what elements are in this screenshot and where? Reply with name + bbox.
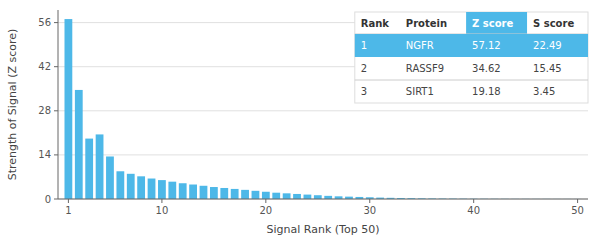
table-cell: 3.45 <box>533 86 555 97</box>
table-cell: 3 <box>361 86 367 97</box>
bar <box>241 190 249 199</box>
bar <box>283 193 291 199</box>
bar <box>210 187 218 199</box>
table: Rank Protein Z score S score 1 NGFR 57.12 22.49… <box>355 12 588 103</box>
bar <box>106 156 114 199</box>
x-tick <box>577 199 578 203</box>
table-header: Rank <box>361 18 390 29</box>
x-axis-line <box>58 199 588 200</box>
bar <box>272 193 280 199</box>
bar <box>189 185 197 199</box>
y-axis-line <box>58 10 59 199</box>
table-header-highlight <box>466 12 527 34</box>
table-cell: 22.49 <box>533 40 562 51</box>
table-header: Z score <box>472 18 513 29</box>
grid-line <box>58 154 588 155</box>
x-tick <box>265 199 266 203</box>
bar <box>137 176 145 199</box>
bar <box>220 188 228 199</box>
bar <box>85 139 93 199</box>
y-tick-label: 56 <box>38 17 51 28</box>
y-tick <box>54 199 58 200</box>
x-tick-label: 20 <box>259 205 272 216</box>
bar <box>75 90 83 199</box>
grid-line <box>58 199 588 200</box>
table-cell: RASSF9 <box>406 63 444 74</box>
x-tick-label: 30 <box>363 205 376 216</box>
bar <box>96 134 104 199</box>
bar <box>293 194 301 199</box>
table-cell: 34.62 <box>472 63 501 74</box>
chart: 0 14 28 42 56 1 10 20 30 40 50 Signal Rank (Top 50)… <box>0 0 600 241</box>
bar <box>314 195 322 199</box>
table-header: Protein <box>406 18 447 29</box>
y-tick <box>54 154 58 155</box>
bar <box>168 182 176 199</box>
bar <box>304 195 312 199</box>
x-tick-label: 10 <box>156 205 169 216</box>
table-cell: NGFR <box>406 40 434 51</box>
table-cell: SIRT1 <box>406 86 434 97</box>
y-tick-label: 42 <box>38 61 51 72</box>
table-cell: 15.45 <box>533 63 562 74</box>
bar <box>231 189 239 199</box>
table-cell: 2 <box>361 63 367 74</box>
table-row-highlight <box>355 34 588 57</box>
bar <box>200 186 208 199</box>
table-cell: 1 <box>361 40 367 51</box>
bar <box>252 191 260 199</box>
y-tick <box>54 110 58 111</box>
bar <box>116 171 124 199</box>
table-header: S score <box>533 18 574 29</box>
x-tick <box>68 199 69 203</box>
table-rule <box>355 80 588 81</box>
table-background <box>355 12 588 103</box>
bar <box>127 174 135 199</box>
bar <box>158 180 166 199</box>
y-tick <box>54 22 58 23</box>
table-cell: 57.12 <box>472 40 501 51</box>
bar <box>64 19 72 199</box>
x-tick-label: 50 <box>571 205 584 216</box>
y-tick-label: 28 <box>38 105 51 116</box>
y-tick-label: 14 <box>38 149 51 160</box>
x-tick-label: 1 <box>65 205 71 216</box>
y-tick-label: 0 <box>45 194 51 205</box>
x-tick <box>473 199 474 203</box>
x-tick <box>369 199 370 203</box>
y-tick <box>54 66 58 67</box>
x-tick <box>161 199 162 203</box>
bar <box>148 179 156 199</box>
x-tick-label: 40 <box>467 205 480 216</box>
bar <box>179 183 187 199</box>
bar <box>262 192 270 199</box>
x-axis-label: Signal Rank (Top 50) <box>267 223 380 236</box>
grid-line <box>58 110 588 111</box>
y-axis-label: Strength of Signal (Z score) <box>6 29 19 181</box>
table-cell: 19.18 <box>472 86 501 97</box>
